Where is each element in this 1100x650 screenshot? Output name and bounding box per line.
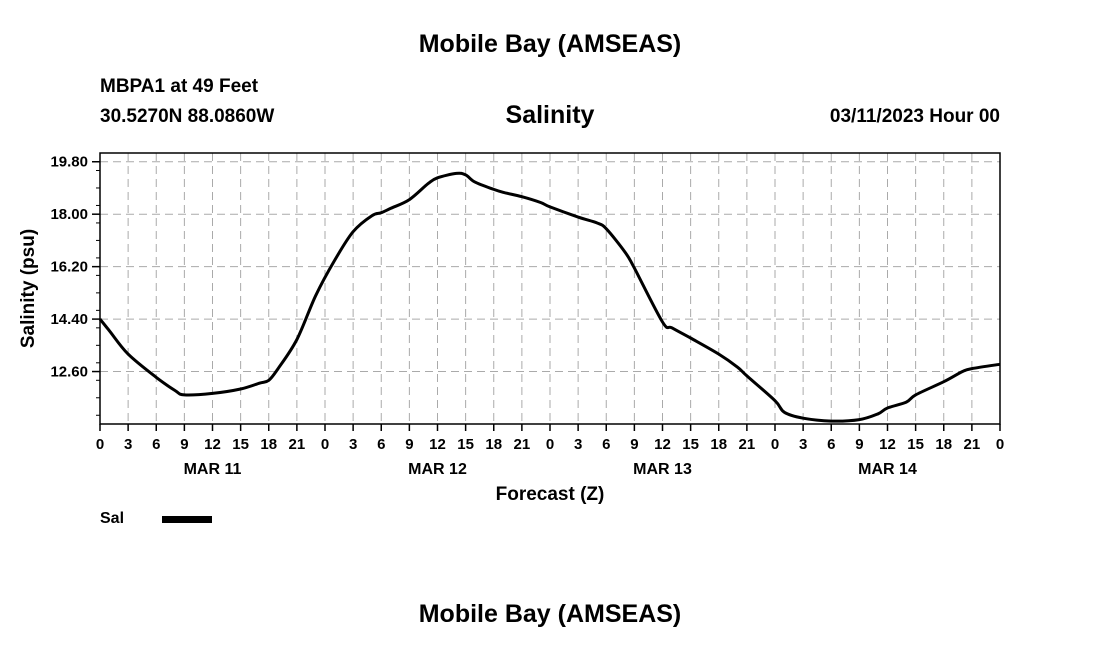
x-tick-label: 9 [630, 436, 638, 453]
x-tick-label: 18 [935, 436, 952, 453]
x-tick-label: 15 [457, 436, 474, 453]
x-tick-label: 3 [574, 436, 582, 453]
x-tick-label: 3 [799, 436, 807, 453]
x-tick-label: 0 [96, 436, 104, 453]
y-tick-label: 18.00 [50, 206, 88, 223]
y-axis-title: Salinity (psu) [18, 229, 39, 348]
x-tick-label: 21 [964, 436, 981, 453]
x-tick-label: 21 [289, 436, 306, 453]
x-tick-label: 18 [710, 436, 727, 453]
x-tick-label: 12 [654, 436, 671, 453]
coordinates-label: 30.5270N 88.0860W [100, 106, 275, 127]
y-tick-label: 16.20 [50, 259, 88, 276]
x-tick-label: 12 [204, 436, 221, 453]
x-tick-label: 12 [879, 436, 896, 453]
x-tick-label: 9 [855, 436, 863, 453]
x-tick-label: 15 [682, 436, 699, 453]
x-tick-label: 12 [429, 436, 446, 453]
chart-title: Salinity [505, 101, 595, 129]
page-title: Mobile Bay (AMSEAS) [418, 30, 682, 58]
x-tick-label: 9 [180, 436, 188, 453]
x-tick-label: 6 [152, 436, 160, 453]
x-tick-label: 21 [739, 436, 756, 453]
x-tick-label: 3 [124, 436, 132, 453]
station-label: MBPA1 at 49 Feet [100, 76, 259, 97]
x-tick-label: 6 [602, 436, 610, 453]
x-tick-label: 0 [996, 436, 1004, 453]
x-axis-title: Forecast (Z) [496, 484, 605, 505]
y-tick-label: 12.60 [50, 364, 88, 381]
x-tick-label: 3 [349, 436, 357, 453]
date-label: MAR 13 [633, 461, 692, 478]
x-tick-label: 15 [907, 436, 924, 453]
x-tick-label: 0 [546, 436, 554, 453]
x-tick-label: 0 [321, 436, 329, 453]
run-time-label: 03/11/2023 Hour 00 [829, 106, 1000, 127]
legend-swatch [162, 516, 212, 523]
date-label: MAR 14 [858, 461, 917, 478]
date-label: MAR 11 [184, 461, 242, 478]
series-line-salinity [98, 171, 1001, 423]
x-tick-label: 18 [260, 436, 277, 453]
x-tick-label: 9 [405, 436, 413, 453]
legend-label: Sal [100, 510, 125, 527]
y-tick-label: 14.40 [50, 311, 88, 328]
x-tick-label: 15 [232, 436, 249, 453]
x-tick-label: 0 [771, 436, 779, 453]
plot-frame [99, 152, 1001, 425]
x-tick-label: 18 [485, 436, 502, 453]
x-tick-label: 21 [514, 436, 531, 453]
page-title-bottom: Mobile Bay (AMSEAS) [418, 600, 682, 628]
date-label: MAR 12 [408, 461, 467, 478]
y-tick-label: 19.80 [50, 154, 88, 171]
x-tick-label: 6 [827, 436, 835, 453]
x-tick-label: 6 [377, 436, 385, 453]
